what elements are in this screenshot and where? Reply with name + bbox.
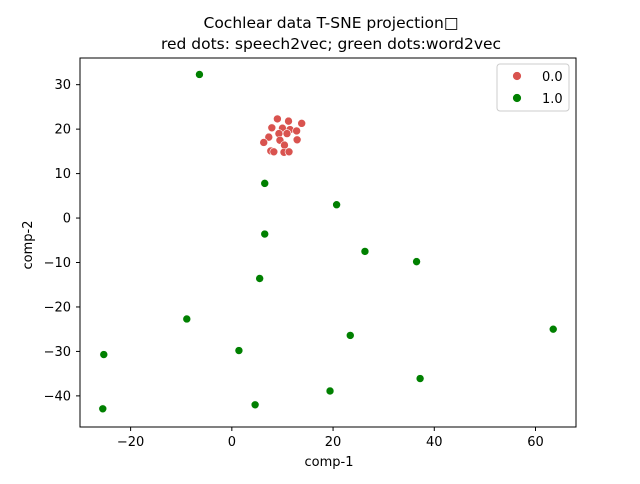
y-tick-label: 0 [63,212,71,227]
scatter-point-series-1 [332,200,341,210]
scatter-point-series-1 [182,314,192,324]
y-tick-label: −10 [44,256,71,271]
scatter-point-series-0 [282,129,292,138]
x-tick-label: 20 [325,435,342,450]
scatter-point-series-0 [264,132,274,142]
legend-label-series-0: 0.0 [542,70,563,85]
x-axis-label: comp-1 [305,455,354,470]
chart-title-line-2: red dots: speech2vec; green dots:word2ve… [161,35,501,53]
scatter-point-series-1 [255,274,264,283]
legend: 0.0 1.0 [496,63,570,112]
y-tick-label: −40 [44,389,71,404]
scatter-point-series-0 [284,147,294,157]
legend-marker-series-0 [512,71,522,81]
scatter-point-series-0 [269,147,279,157]
scatter-point-series-1 [250,400,260,410]
x-tick-label: 0 [228,435,236,450]
x-tick-label: 60 [527,435,544,450]
scatter-point-series-1 [345,331,355,340]
legend-marker-series-1 [512,93,522,103]
scatter-point-series-1 [325,386,335,396]
scatter-point-series-1 [548,324,558,334]
y-tick-label: 10 [54,167,71,182]
x-tick-label: −20 [117,435,144,450]
y-tick-label: −20 [44,300,71,315]
scatter-point-series-0 [267,123,277,133]
plot-frame [79,57,577,428]
scatter-point-series-1 [234,346,244,355]
axes: −20 0 20 40 60 −40 −30 −20 −10 0 10 20 30 [44,57,577,450]
legend-label-series-1: 1.0 [542,92,563,107]
data-points [98,70,558,414]
y-tick-label: 20 [54,123,71,138]
scatter-point-series-0 [284,116,293,126]
scatter-point-series-1 [260,229,270,239]
scatter-point-series-1 [412,257,421,266]
scatter-point-series-0 [297,119,306,128]
y-tick-label: −30 [44,345,71,360]
y-axis-label: comp-2 [21,221,36,270]
scatter-point-series-1 [195,70,204,79]
scatter-point-series-1 [415,374,425,383]
scatter-point-series-0 [292,126,301,136]
x-tick-label: 40 [426,435,443,450]
scatter-point-series-1 [260,179,270,188]
scatter-point-series-1 [360,247,370,256]
scatter-point-series-0 [292,135,302,145]
scatter-point-series-0 [259,138,269,147]
scatter-point-series-0 [273,114,282,124]
scatter-point-series-1 [99,350,109,359]
scatter-point-series-1 [98,404,108,414]
y-tick-label: 30 [54,78,71,93]
chart-title-line-1: Cochlear data T-SNE projection□ [204,14,459,32]
